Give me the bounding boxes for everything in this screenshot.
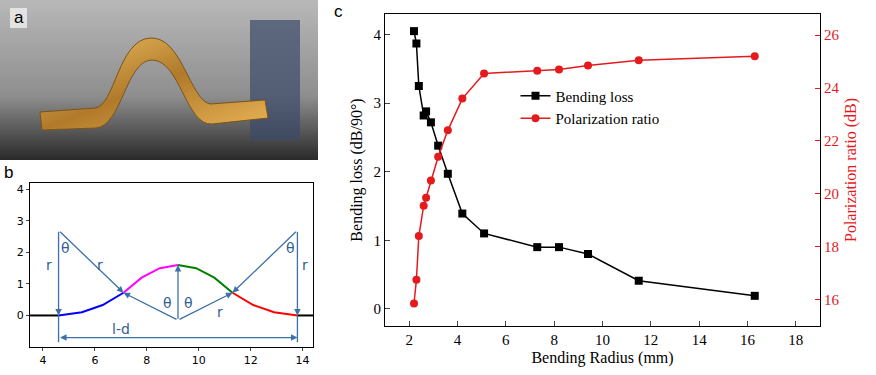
svg-text:22: 22 — [824, 133, 839, 149]
svg-text:r: r — [217, 304, 223, 320]
svg-text:8: 8 — [550, 332, 558, 348]
svg-text:18: 18 — [788, 332, 803, 348]
svg-text:2: 2 — [405, 332, 413, 348]
svg-text:4: 4 — [374, 27, 382, 43]
html-text:a: a — [14, 8, 24, 27]
svg-text:Polarization ratio: Polarization ratio — [556, 111, 660, 127]
svg-text:10: 10 — [595, 332, 610, 348]
svg-text:θ: θ — [184, 295, 193, 311]
svg-text:r: r — [46, 257, 52, 273]
svg-text:r: r — [302, 257, 308, 273]
svg-text:Bending loss (dB/90°): Bending loss (dB/90°) — [348, 98, 366, 241]
svg-text:3: 3 — [374, 95, 382, 111]
svg-text:Bending Radius (mm): Bending Radius (mm) — [531, 349, 673, 367]
svg-text:6: 6 — [502, 332, 510, 348]
svg-text:θ: θ — [163, 295, 172, 311]
svg-text:12: 12 — [643, 332, 658, 348]
svg-text:1: 1 — [17, 278, 24, 291]
svg-text:4: 4 — [39, 354, 46, 367]
svg-text:16: 16 — [824, 292, 840, 308]
svg-text:14: 14 — [296, 354, 310, 367]
svg-text:θ: θ — [286, 240, 295, 256]
svg-text:0: 0 — [17, 309, 24, 322]
svg-text:2: 2 — [374, 164, 382, 180]
svg-text:14: 14 — [692, 332, 708, 348]
svg-text:1: 1 — [374, 233, 382, 249]
svg-text:12: 12 — [244, 354, 258, 367]
svg-text:4: 4 — [17, 183, 24, 196]
svg-text:18: 18 — [824, 239, 839, 255]
svg-text:l-d: l-d — [112, 321, 130, 337]
svg-text:Bending loss: Bending loss — [556, 89, 634, 105]
svg-text:16: 16 — [740, 332, 756, 348]
svg-text:2: 2 — [17, 246, 24, 259]
svg-text:20: 20 — [824, 186, 839, 202]
svg-text:4: 4 — [454, 332, 462, 348]
svg-text:3: 3 — [17, 215, 24, 228]
svg-text:0: 0 — [374, 301, 382, 317]
svg-text:r: r — [97, 257, 103, 273]
svg-text:θ: θ — [61, 240, 70, 256]
html-text:b: b — [4, 163, 14, 182]
html-text:c: c — [334, 2, 343, 21]
svg-text:10: 10 — [192, 354, 206, 367]
svg-text:24: 24 — [824, 80, 840, 96]
svg-text:6: 6 — [91, 354, 98, 367]
svg-text:26: 26 — [824, 27, 840, 43]
svg-text:8: 8 — [143, 354, 150, 367]
svg-text:Polarization ratio (dB): Polarization ratio (dB) — [842, 98, 860, 242]
